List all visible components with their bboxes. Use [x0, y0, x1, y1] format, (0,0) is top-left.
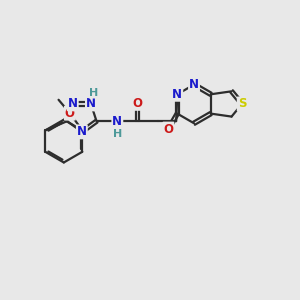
Text: N: N: [112, 115, 122, 128]
Text: O: O: [65, 106, 75, 120]
Text: N: N: [189, 78, 199, 91]
Text: O: O: [133, 97, 142, 110]
Text: O: O: [164, 123, 173, 136]
Text: N: N: [77, 125, 87, 138]
Text: H: H: [89, 88, 98, 98]
Text: N: N: [68, 98, 78, 110]
Text: N: N: [86, 98, 96, 110]
Text: H: H: [113, 129, 123, 139]
Text: S: S: [238, 98, 246, 110]
Text: N: N: [172, 88, 182, 101]
